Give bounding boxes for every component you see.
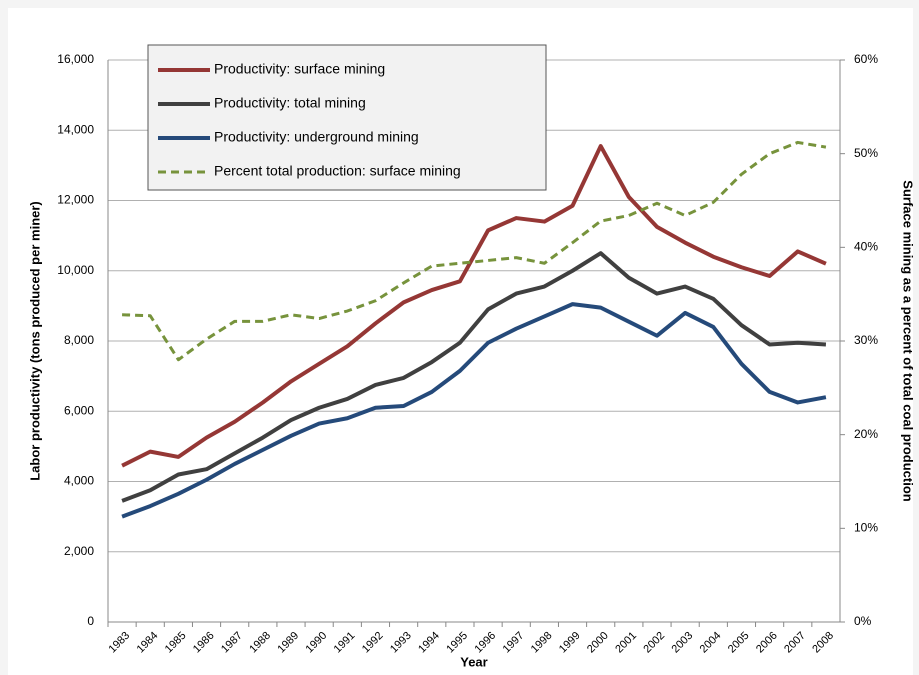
y-tick-label: 6,000 <box>64 403 94 417</box>
series-line <box>121 302 827 519</box>
y-tick-label: 4,000 <box>64 474 94 488</box>
series-line <box>121 251 827 503</box>
legend-box <box>147 44 547 191</box>
y2-tick-label: 20% <box>854 427 878 441</box>
y-tick-label: 0 <box>87 614 94 628</box>
series-line <box>121 144 827 468</box>
y-tick-label: 16,000 <box>57 52 94 66</box>
y2-tick-label: 10% <box>854 521 878 535</box>
x-axis-title: Year <box>460 654 487 669</box>
y-tick-label: 8,000 <box>64 333 94 347</box>
y2-tick-label: 30% <box>854 333 878 347</box>
y-axis-title: Labor productivity (tons produced per mi… <box>27 201 42 481</box>
y2-tick-label: 40% <box>854 240 878 254</box>
y2-tick-label: 60% <box>854 52 878 66</box>
y2-tick-label: 50% <box>854 146 878 160</box>
y-tick-label: 2,000 <box>64 544 94 558</box>
y-tick-label: 10,000 <box>57 263 94 277</box>
y2-tick-label: 0% <box>854 614 872 628</box>
y2-axis-title: Surface mining as a percent of total coa… <box>901 180 916 501</box>
y-tick-label: 12,000 <box>57 193 94 207</box>
legend-label: Productivity: underground mining <box>214 129 419 145</box>
legend-label: Productivity: surface mining <box>214 61 385 77</box>
y-tick-label: 14,000 <box>57 122 94 136</box>
legend-label: Percent total production: surface mining <box>214 163 461 179</box>
legend-label: Productivity: total mining <box>214 95 366 111</box>
